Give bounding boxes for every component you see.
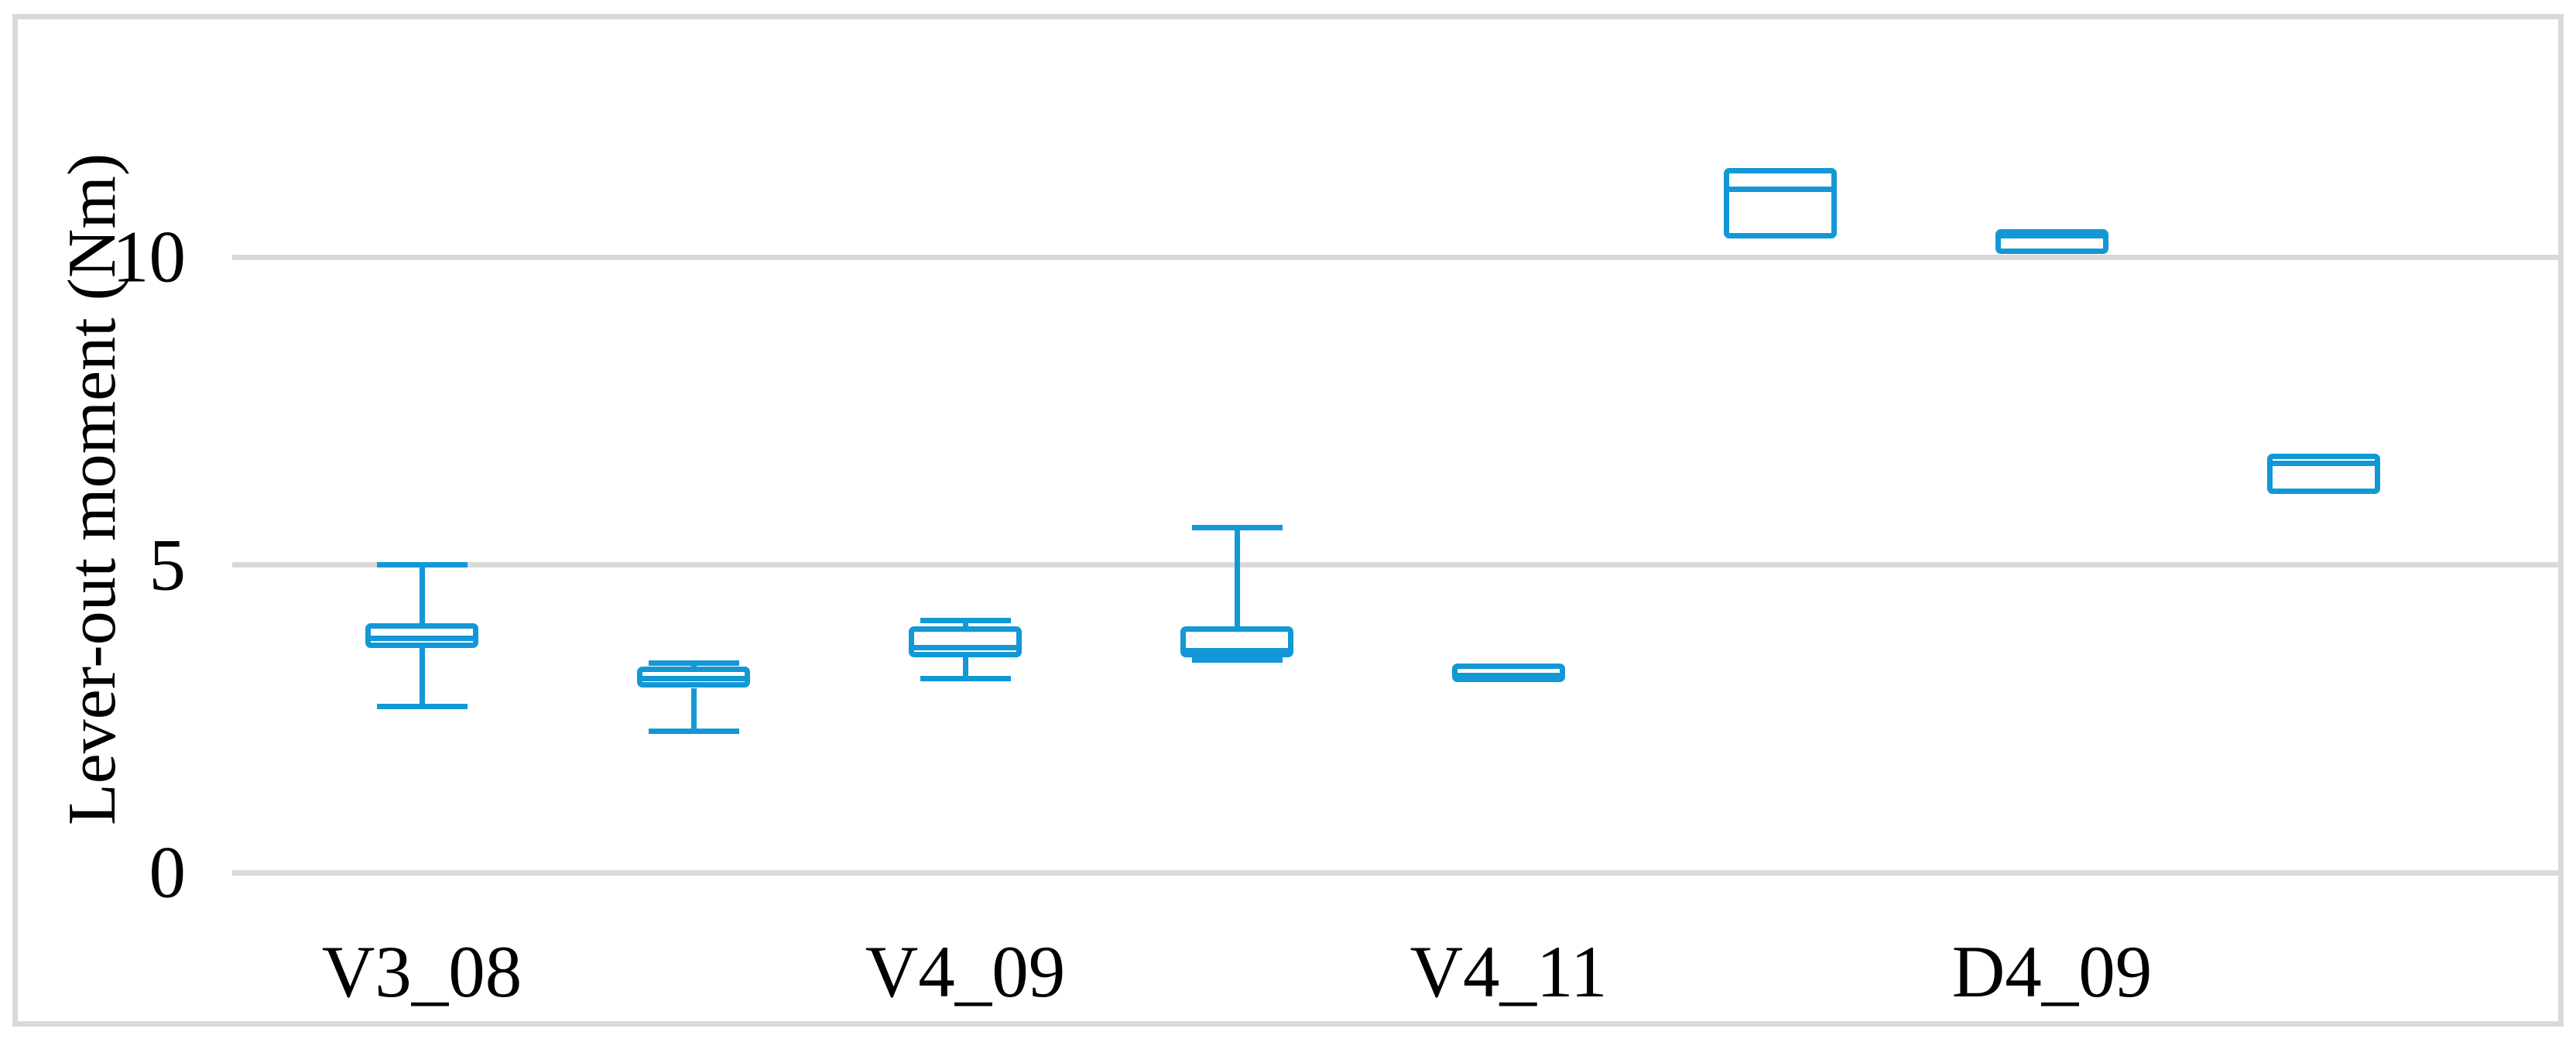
median-line-2 <box>914 645 1016 651</box>
whisker-lower-cap-0 <box>376 703 468 709</box>
x-axis-label-V4_09: V4_09 <box>865 931 1066 1013</box>
whisker-lower-cap-3 <box>1191 657 1283 664</box>
whisker-upper-stem-3 <box>1234 527 1240 626</box>
whisker-lower-stem-2 <box>962 657 968 679</box>
y-tick-label-5: 5 <box>149 523 187 605</box>
x-axis-label-V4_11: V4_11 <box>1410 931 1608 1013</box>
median-line-4 <box>1458 673 1560 679</box>
whisker-upper-cap-2 <box>920 617 1011 623</box>
whisker-upper-stem-0 <box>419 564 425 624</box>
chart-outer-frame <box>12 14 2564 1027</box>
whisker-lower-stem-1 <box>690 688 697 732</box>
whisker-lower-cap-2 <box>920 676 1011 682</box>
gridline-y-0 <box>232 869 2558 876</box>
median-line-1 <box>642 676 745 682</box>
median-line-6 <box>2001 232 2103 238</box>
y-tick-label-0: 0 <box>149 831 187 914</box>
whisker-lower-stem-0 <box>419 647 425 707</box>
x-axis-label-D4_09: D4_09 <box>1951 931 2153 1013</box>
median-line-0 <box>371 636 473 642</box>
gridline-y-10 <box>232 254 2558 260</box>
box-0 <box>365 623 478 648</box>
median-line-5 <box>1729 187 1831 193</box>
box-2 <box>909 626 1022 657</box>
whisker-upper-stem-2 <box>962 620 968 626</box>
whisker-lower-cap-1 <box>648 728 739 734</box>
gridline-y-5 <box>232 562 2558 568</box>
box-5 <box>1724 167 1837 239</box>
y-tick-label-10: 10 <box>112 215 186 298</box>
median-line-7 <box>2273 460 2375 466</box>
whisker-upper-cap-0 <box>376 562 468 568</box>
whisker-upper-cap-3 <box>1191 525 1283 531</box>
whisker-upper-cap-1 <box>648 660 739 667</box>
x-axis-label-V3_08: V3_08 <box>321 931 522 1013</box>
median-line-3 <box>1186 648 1288 654</box>
